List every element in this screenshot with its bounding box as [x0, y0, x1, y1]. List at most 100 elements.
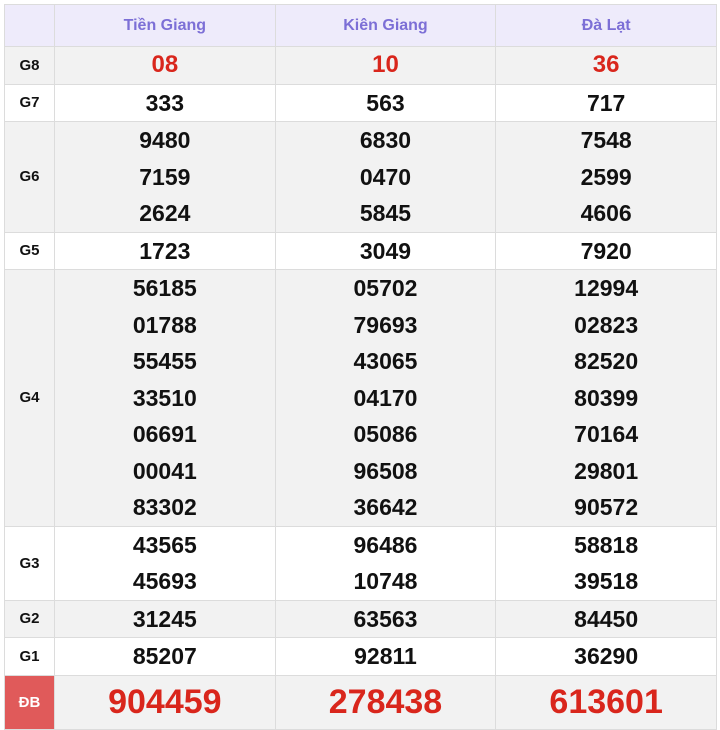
result-cell: 613601: [495, 674, 717, 730]
result-number: 84450: [574, 605, 639, 632]
lottery-results-table: Tiền Giang Kiên Giang Đà Lạt G8 08 10 36 G7 3…: [4, 4, 717, 730]
result-number: 39518: [574, 568, 639, 594]
result-number: 5845: [359, 200, 412, 226]
prize-row-g8: G8 08 10 36: [4, 46, 717, 85]
result-number: 278438: [328, 682, 443, 721]
result-cell: 58818 39518: [495, 525, 717, 601]
result-cell: 43565 45693: [54, 525, 276, 601]
result-number: 10: [372, 51, 399, 78]
result-cell: 36290: [495, 637, 717, 676]
province-header: Đà Lạt: [495, 4, 717, 47]
result-number: 58818: [574, 531, 639, 558]
result-number: 05702: [353, 275, 418, 301]
result-number: 82520: [574, 348, 639, 374]
result-number: 06691: [132, 421, 197, 447]
prize-row-g6: G6 9480 7159 2624 6830 0470 5845 7548 2599 4606: [4, 121, 717, 233]
result-cell: 3049: [274, 231, 497, 270]
result-cell: 563: [274, 83, 497, 122]
header-row: Tiền Giang Kiên Giang Đà Lạt: [4, 4, 717, 47]
result-number: 79693: [353, 311, 418, 338]
prize-row-g7: G7 333 563 717: [4, 83, 717, 122]
result-number: 01788: [132, 311, 197, 338]
result-number: 80399: [574, 384, 639, 411]
result-number: 1723: [139, 237, 191, 264]
result-number: 33510: [132, 384, 197, 411]
result-cell: 9480 7159 2624: [54, 121, 276, 233]
result-number: 36: [592, 51, 620, 78]
prize-label: G6: [4, 121, 55, 233]
result-number: 02823: [574, 311, 639, 338]
result-number: 12994: [574, 275, 639, 301]
result-number: 55455: [132, 348, 197, 374]
prize-row-g4: G4 56185 01788 55455 33510 06691 00041 83302 057…: [4, 269, 717, 527]
prize-label: G4: [4, 269, 55, 527]
result-cell: 1723: [54, 231, 276, 270]
result-cell: 904459: [54, 674, 276, 730]
result-number: 36290: [574, 643, 639, 669]
result-number: 05086: [353, 421, 418, 447]
result-number: 904459: [108, 682, 222, 721]
result-cell: 36: [495, 46, 717, 85]
result-number: 2624: [139, 200, 191, 226]
result-cell: 717: [495, 83, 717, 122]
result-cell: 278438: [274, 674, 497, 730]
prize-label: G2: [4, 599, 55, 638]
prize-row-g3: G3 43565 45693 96486 10748 58818 39518: [4, 525, 717, 601]
result-cell: 08: [54, 46, 276, 85]
result-cell: 7920: [495, 231, 717, 270]
result-cell: 7548 2599 4606: [495, 121, 717, 233]
result-cell: 56185 01788 55455 33510 06691 00041 83302: [54, 269, 276, 527]
result-cell: 12994 02823 82520 80399 70164 29801 90572: [495, 269, 717, 527]
result-number: 2599: [580, 163, 632, 190]
result-cell: 10: [274, 46, 497, 85]
prize-label: G3: [4, 525, 55, 601]
result-cell: 96486 10748: [274, 525, 497, 601]
result-number: 7920: [580, 237, 632, 264]
prize-label: G1: [4, 637, 55, 676]
result-number: 83302: [132, 494, 197, 520]
result-number: 45693: [132, 568, 197, 594]
result-number: 56185: [132, 275, 197, 301]
result-number: 96486: [353, 531, 418, 558]
result-cell: 05702 79693 43065 04170 05086 96508 36642: [274, 269, 497, 527]
prize-label: G8: [4, 46, 55, 85]
result-cell: 84450: [495, 599, 717, 638]
prize-label: G7: [4, 83, 55, 122]
result-cell: 31245: [54, 599, 276, 638]
result-cell: 6830 0470 5845: [274, 121, 497, 233]
result-number: 63563: [353, 605, 418, 632]
result-number: 92811: [354, 643, 417, 669]
result-cell: 85207: [54, 637, 276, 676]
result-number: 43065: [353, 348, 418, 374]
result-number: 717: [586, 89, 626, 116]
result-cell: 333: [54, 83, 276, 122]
prize-row-g2: G2 31245 63563 84450: [4, 599, 717, 638]
result-number: 10748: [353, 568, 418, 594]
prize-row-đb: ĐB 904459 278438 613601: [4, 674, 717, 730]
result-number: 08: [151, 51, 179, 78]
prize-label: ĐB: [4, 674, 55, 730]
result-number: 90572: [574, 494, 639, 520]
result-number: 70164: [574, 421, 639, 447]
result-number: 4606: [580, 200, 632, 226]
result-number: 563: [366, 89, 405, 116]
result-number: 9480: [139, 127, 191, 153]
result-number: 3049: [359, 237, 412, 264]
result-number: 04170: [353, 384, 418, 411]
prize-row-g5: G5 1723 3049 7920: [4, 231, 717, 270]
result-number: 6830: [359, 127, 412, 153]
result-number: 0470: [359, 163, 412, 190]
result-number: 613601: [549, 682, 663, 721]
result-number: 00041: [132, 457, 197, 484]
prize-row-g1: G1 85207 92811 36290: [4, 637, 717, 676]
result-number: 31245: [132, 605, 197, 632]
corner-cell: [4, 4, 55, 47]
prize-label: G5: [4, 231, 55, 270]
result-number: 7548: [580, 127, 632, 153]
result-number: 85207: [132, 643, 197, 669]
province-header: Kiên Giang: [274, 4, 497, 47]
result-number: 7159: [139, 163, 191, 190]
result-number: 333: [145, 89, 185, 116]
result-number: 36642: [353, 494, 418, 520]
result-cell: 63563: [274, 599, 497, 638]
